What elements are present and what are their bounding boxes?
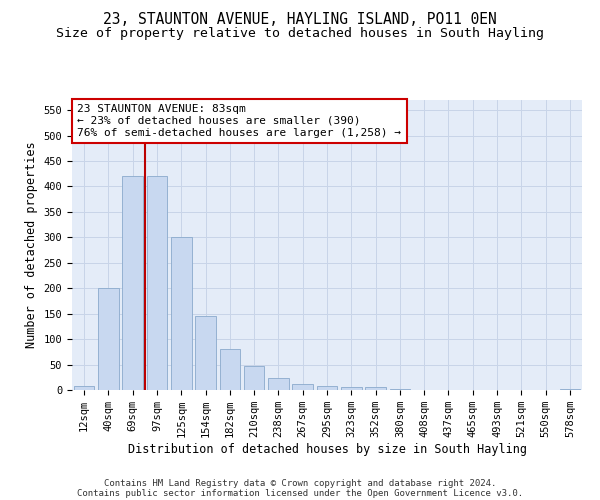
X-axis label: Distribution of detached houses by size in South Hayling: Distribution of detached houses by size …: [128, 443, 527, 456]
Bar: [244, 366, 265, 390]
Bar: [122, 176, 143, 390]
Bar: [341, 388, 362, 390]
Y-axis label: Number of detached properties: Number of detached properties: [25, 142, 38, 348]
Text: 23 STAUNTON AVENUE: 83sqm
← 23% of detached houses are smaller (390)
76% of semi: 23 STAUNTON AVENUE: 83sqm ← 23% of detac…: [77, 104, 401, 138]
Bar: [171, 238, 191, 390]
Text: 23, STAUNTON AVENUE, HAYLING ISLAND, PO11 0EN: 23, STAUNTON AVENUE, HAYLING ISLAND, PO1…: [103, 12, 497, 28]
Bar: [146, 176, 167, 390]
Bar: [74, 386, 94, 390]
Text: Contains HM Land Registry data © Crown copyright and database right 2024.: Contains HM Land Registry data © Crown c…: [104, 478, 496, 488]
Bar: [268, 378, 289, 390]
Bar: [292, 384, 313, 390]
Bar: [195, 316, 216, 390]
Bar: [98, 288, 119, 390]
Bar: [317, 386, 337, 390]
Text: Contains public sector information licensed under the Open Government Licence v3: Contains public sector information licen…: [77, 488, 523, 498]
Bar: [220, 350, 240, 390]
Text: Size of property relative to detached houses in South Hayling: Size of property relative to detached ho…: [56, 28, 544, 40]
Bar: [365, 388, 386, 390]
